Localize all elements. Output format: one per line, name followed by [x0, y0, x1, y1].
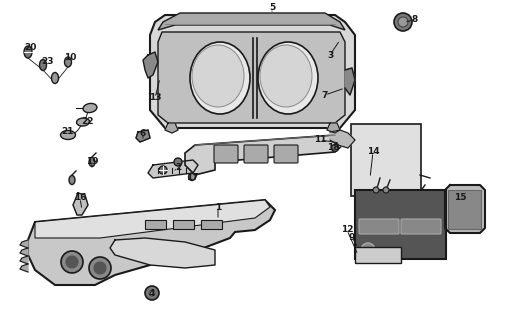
Ellipse shape [258, 42, 318, 114]
Polygon shape [330, 130, 355, 148]
PathPatch shape [158, 13, 345, 30]
Text: 21: 21 [62, 127, 74, 137]
Text: 15: 15 [454, 194, 466, 203]
Text: 7: 7 [322, 91, 328, 100]
Ellipse shape [192, 45, 244, 107]
Ellipse shape [76, 118, 89, 126]
FancyBboxPatch shape [401, 219, 441, 234]
Text: 5: 5 [269, 4, 275, 12]
Circle shape [373, 187, 379, 193]
Circle shape [61, 251, 83, 273]
PathPatch shape [150, 15, 355, 128]
Polygon shape [143, 52, 158, 78]
FancyBboxPatch shape [201, 220, 222, 228]
PathPatch shape [28, 200, 275, 285]
Ellipse shape [51, 73, 58, 84]
Ellipse shape [260, 45, 312, 107]
Ellipse shape [174, 158, 182, 166]
Ellipse shape [159, 166, 167, 174]
Polygon shape [20, 256, 28, 264]
FancyBboxPatch shape [173, 220, 193, 228]
FancyBboxPatch shape [448, 189, 480, 228]
Text: 23: 23 [42, 58, 54, 67]
Text: 2: 2 [175, 164, 181, 172]
Polygon shape [35, 200, 270, 238]
Text: 19: 19 [86, 157, 98, 166]
Circle shape [361, 243, 375, 257]
Text: 14: 14 [367, 148, 379, 156]
Circle shape [394, 13, 412, 31]
Text: 20: 20 [24, 44, 36, 52]
Polygon shape [110, 238, 215, 268]
Circle shape [89, 257, 111, 279]
Text: 9: 9 [349, 233, 355, 242]
FancyBboxPatch shape [355, 189, 446, 259]
Text: 1: 1 [215, 203, 221, 212]
Text: 13: 13 [149, 93, 161, 102]
Text: 6: 6 [140, 129, 146, 138]
Text: 11: 11 [314, 135, 326, 145]
Polygon shape [445, 185, 485, 233]
Text: 10: 10 [64, 53, 76, 62]
PathPatch shape [185, 135, 345, 175]
Text: 8: 8 [412, 15, 418, 25]
Polygon shape [345, 68, 355, 95]
Text: 22: 22 [82, 117, 94, 126]
Ellipse shape [332, 145, 339, 151]
Polygon shape [165, 123, 178, 133]
FancyBboxPatch shape [351, 124, 421, 196]
Circle shape [398, 17, 408, 27]
FancyBboxPatch shape [244, 145, 268, 163]
Ellipse shape [89, 157, 95, 166]
Polygon shape [327, 123, 340, 133]
Circle shape [383, 187, 389, 193]
PathPatch shape [158, 32, 345, 123]
Text: 4: 4 [149, 290, 155, 299]
Ellipse shape [83, 103, 97, 113]
FancyBboxPatch shape [145, 220, 165, 228]
Text: 16: 16 [74, 194, 86, 203]
Text: 17: 17 [186, 173, 198, 182]
Ellipse shape [64, 57, 72, 67]
Polygon shape [20, 264, 28, 272]
Ellipse shape [24, 46, 32, 58]
FancyBboxPatch shape [274, 145, 298, 163]
Circle shape [66, 256, 78, 268]
Circle shape [94, 262, 106, 274]
FancyBboxPatch shape [355, 246, 400, 262]
FancyBboxPatch shape [359, 219, 399, 234]
Polygon shape [73, 193, 88, 215]
Circle shape [145, 286, 159, 300]
Polygon shape [20, 248, 28, 256]
Polygon shape [148, 160, 198, 178]
Ellipse shape [69, 175, 75, 185]
Circle shape [149, 290, 155, 296]
Ellipse shape [189, 173, 196, 180]
Text: 18: 18 [327, 143, 339, 153]
Ellipse shape [40, 60, 46, 70]
FancyBboxPatch shape [214, 145, 238, 163]
Polygon shape [20, 240, 28, 248]
Polygon shape [136, 130, 150, 142]
Ellipse shape [190, 42, 250, 114]
Text: 3: 3 [327, 51, 333, 60]
Text: 12: 12 [341, 226, 353, 235]
Ellipse shape [60, 131, 75, 140]
